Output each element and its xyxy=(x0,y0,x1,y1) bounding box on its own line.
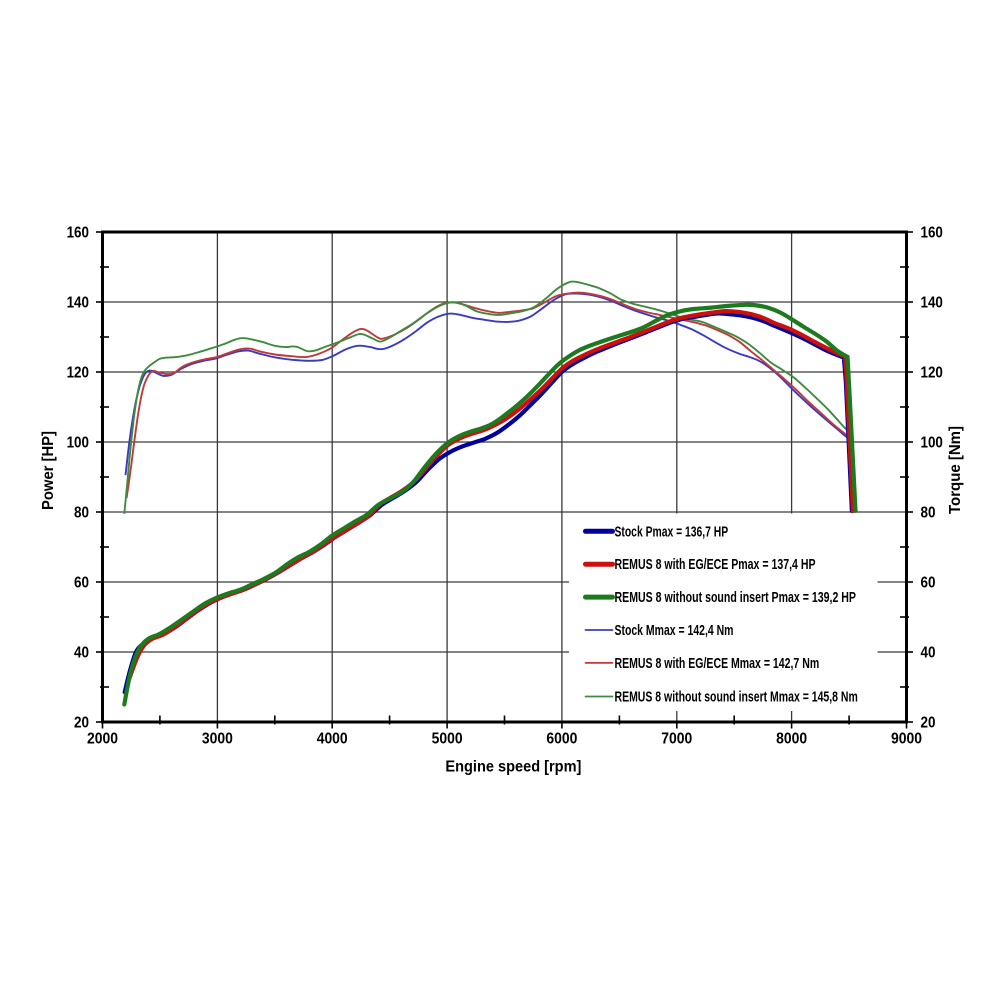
svg-text:80: 80 xyxy=(74,505,89,522)
svg-text:20: 20 xyxy=(921,715,936,732)
svg-text:140: 140 xyxy=(67,295,89,312)
svg-text:6000: 6000 xyxy=(546,731,577,748)
svg-text:120: 120 xyxy=(67,365,89,382)
svg-text:100: 100 xyxy=(67,435,89,452)
svg-text:100: 100 xyxy=(921,435,943,452)
svg-text:9000: 9000 xyxy=(891,731,922,748)
svg-text:2000: 2000 xyxy=(87,731,118,748)
svg-text:Stock Mmax = 142,4 Nm: Stock Mmax = 142,4 Nm xyxy=(615,622,734,639)
svg-text:40: 40 xyxy=(74,645,89,662)
svg-text:60: 60 xyxy=(921,575,936,592)
svg-text:3000: 3000 xyxy=(202,731,233,748)
svg-text:40: 40 xyxy=(921,645,936,662)
svg-text:7000: 7000 xyxy=(661,731,692,748)
svg-text:Power [HP]: Power [HP] xyxy=(40,431,57,510)
svg-text:140: 140 xyxy=(921,295,943,312)
svg-text:REMUS 8 without sound insert M: REMUS 8 without sound insert Mmax = 145,… xyxy=(615,689,858,706)
svg-text:Stock Pmax = 136,7 HP: Stock Pmax = 136,7 HP xyxy=(615,523,729,540)
svg-text:REMUS 8 with EG/ECE Mmax = 142: REMUS 8 with EG/ECE Mmax = 142,7 Nm xyxy=(615,655,820,672)
svg-text:Torque [Nm]: Torque [Nm] xyxy=(947,426,964,514)
svg-text:20: 20 xyxy=(74,715,89,732)
svg-text:120: 120 xyxy=(921,365,943,382)
svg-text:Engine speed [rpm]: Engine speed [rpm] xyxy=(445,759,581,776)
svg-text:5000: 5000 xyxy=(432,731,463,748)
svg-text:160: 160 xyxy=(67,225,89,242)
svg-text:80: 80 xyxy=(921,505,936,522)
svg-text:REMUS 8 with EG/ECE Pmax = 137: REMUS 8 with EG/ECE Pmax = 137,4 HP xyxy=(615,556,816,573)
svg-text:REMUS 8 without sound insert P: REMUS 8 without sound insert Pmax = 139,… xyxy=(615,589,857,606)
svg-text:8000: 8000 xyxy=(776,731,807,748)
svg-text:160: 160 xyxy=(921,225,943,242)
svg-text:4000: 4000 xyxy=(317,731,348,748)
svg-text:60: 60 xyxy=(74,575,89,592)
